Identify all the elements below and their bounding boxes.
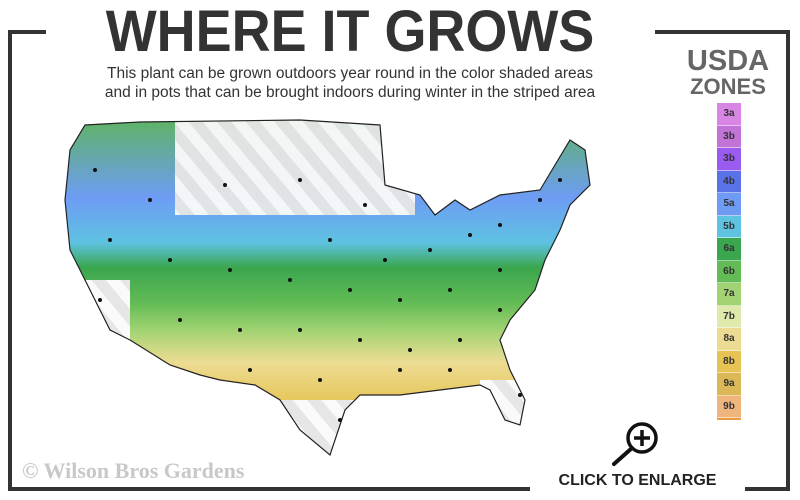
city-dot <box>468 233 472 237</box>
city-dot <box>98 298 102 302</box>
legend-zone-6b: 6b <box>717 260 741 283</box>
city-dot <box>558 178 562 182</box>
page-subtitle: This plant can be grown outdoors year ro… <box>40 64 660 102</box>
city-dot <box>498 223 502 227</box>
click-to-enlarge-label: CLICK TO ENLARGE <box>558 472 717 489</box>
city-dot <box>338 418 342 422</box>
legend-zone-7a: 7a <box>717 283 741 306</box>
legend-zone-3a: 3a <box>717 103 741 126</box>
city-dot <box>108 238 112 242</box>
city-dot <box>363 203 367 207</box>
frame-top-left <box>8 30 46 34</box>
striped-area-north <box>175 120 415 215</box>
legend-zone-7b: 7b <box>717 305 741 328</box>
legend-zone-6a: 6a <box>717 238 741 261</box>
subtitle-line-1: This plant can be grown outdoors year ro… <box>107 65 593 82</box>
city-dot <box>518 393 522 397</box>
legend-zone-5b: 5b <box>717 215 741 238</box>
legend-zone-5a: 5a <box>717 193 741 216</box>
frame-bottom <box>8 487 790 491</box>
copyright-watermark: © Wilson Bros Gardens <box>22 458 245 483</box>
city-dot <box>498 308 502 312</box>
legend-zone-9a: 9a <box>717 373 741 396</box>
city-dot <box>448 368 452 372</box>
city-dot <box>93 168 97 172</box>
city-dot <box>538 198 542 202</box>
legend-zone-8b: 8b <box>717 350 741 373</box>
legend-title: USDA ZONES <box>676 46 780 98</box>
legend-zone-3b: 3b <box>717 125 741 148</box>
us-hardiness-map[interactable] <box>55 110 605 460</box>
city-dot <box>148 198 152 202</box>
zoom-in-magnifier-icon <box>612 422 658 466</box>
legend-title-zones: ZONES <box>690 74 766 99</box>
zone-shading <box>65 120 590 455</box>
page-title: WHERE IT GROWS <box>105 0 595 64</box>
legend-zone-4b: 4b <box>717 170 741 193</box>
city-dot <box>238 328 242 332</box>
city-dot <box>248 368 252 372</box>
zone-legend: 3a3b3b4b5a5b6a6b7a7b8a8b9a9b10a10b <box>717 103 741 463</box>
city-dot <box>398 298 402 302</box>
frame-right <box>786 30 790 491</box>
city-dot <box>348 288 352 292</box>
city-dot <box>318 378 322 382</box>
city-dot <box>428 248 432 252</box>
subtitle-line-2: and in pots that can be brought indoors … <box>104 84 596 101</box>
city-dot <box>458 338 462 342</box>
legend-zone-9b: 9b <box>717 395 741 418</box>
city-dot <box>178 318 182 322</box>
city-dot <box>398 368 402 372</box>
city-dot <box>408 348 412 352</box>
city-dot <box>168 258 172 262</box>
click-to-enlarge-button[interactable]: CLICK TO ENLARGE <box>530 420 745 495</box>
legend-zone-3b: 3b <box>717 148 741 171</box>
city-dot <box>298 328 302 332</box>
striped-area-california <box>65 280 130 350</box>
city-dot <box>498 268 502 272</box>
city-dot <box>448 288 452 292</box>
city-dot <box>383 258 387 262</box>
city-dot <box>223 183 227 187</box>
city-dot <box>228 268 232 272</box>
city-dots <box>93 168 562 422</box>
city-dot <box>358 338 362 342</box>
frame-top-right <box>655 30 790 34</box>
legend-title-usda: USDA <box>686 45 770 77</box>
frame-left <box>8 30 12 491</box>
city-dot <box>288 278 292 282</box>
legend-zone-8a: 8a <box>717 328 741 351</box>
city-dot <box>328 238 332 242</box>
city-dot <box>298 178 302 182</box>
